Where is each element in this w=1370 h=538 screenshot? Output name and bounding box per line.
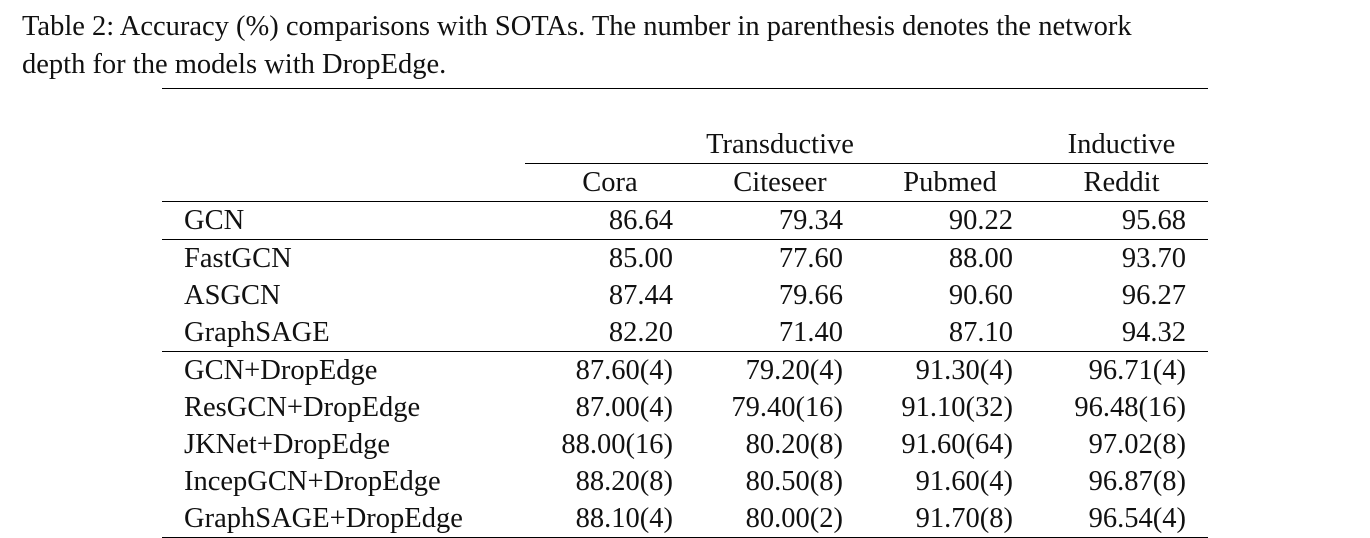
cell-citeseer: 80.50(8) xyxy=(745,466,843,497)
cell-cora: 88.10(4) xyxy=(525,500,695,538)
cell-cora: 87.60(4) xyxy=(525,351,695,389)
cell-citeseer: 79.34 xyxy=(695,201,865,240)
table-row: IncepGCN+DropEdge 88.20(8) 80.50(8) 91.6… xyxy=(162,463,1208,500)
cell-pubmed: 88.00 xyxy=(865,239,1035,277)
cell-cora: 82.20 xyxy=(608,317,673,348)
cell-pubmed: 91.60(4) xyxy=(915,466,1013,497)
model-name: ResGCN+DropEdge xyxy=(184,392,421,423)
group-header-inductive: Inductive xyxy=(1067,129,1176,160)
table-caption: Table 2: Accuracy (%) comparisons with S… xyxy=(22,8,1362,84)
cell-citeseer: 79.66 xyxy=(778,280,843,311)
cell-pubmed: 87.10 xyxy=(948,317,1013,348)
cell-pubmed: 91.60(64) xyxy=(901,429,1013,460)
dataset-header-citeseer: Citeseer xyxy=(695,163,865,202)
table-row: GCN+DropEdge 87.60(4) 79.20(4) 91.30(4) … xyxy=(162,351,1208,389)
model-name: ASGCN xyxy=(184,280,281,311)
dataset-header-pubmed: Pubmed xyxy=(865,163,1035,202)
cell-reddit: 96.54(4) xyxy=(1035,500,1208,538)
cell-pubmed: 90.60 xyxy=(948,280,1013,311)
cell-reddit: 96.87(8) xyxy=(1088,466,1186,497)
cell-pubmed: 90.22 xyxy=(865,201,1035,240)
model-name: IncepGCN+DropEdge xyxy=(184,466,441,497)
dataset-header-blank xyxy=(162,164,525,202)
table-row: JKNet+DropEdge 88.00(16) 80.20(8) 91.60(… xyxy=(162,426,1208,463)
model-name: JKNet+DropEdge xyxy=(184,429,391,460)
table-row: ASGCN 87.44 79.66 90.60 96.27 xyxy=(162,277,1208,314)
cell-reddit: 93.70 xyxy=(1035,239,1208,277)
cell-reddit: 97.02(8) xyxy=(1088,429,1186,460)
dataset-header-cora: Cora xyxy=(525,163,695,202)
cell-cora: 87.00(4) xyxy=(575,392,673,423)
cell-citeseer: 80.20(8) xyxy=(745,429,843,460)
model-name: GraphSAGE xyxy=(184,317,330,348)
group-header-transductive: Transductive xyxy=(706,129,854,160)
table-row: ResGCN+DropEdge 87.00(4) 79.40(16) 91.10… xyxy=(162,389,1208,426)
group-header-row: Transductive Inductive xyxy=(162,126,1208,164)
caption-line-2: depth for the models with DropEdge. xyxy=(22,49,447,80)
cell-citeseer: 79.40(16) xyxy=(731,392,843,423)
cell-cora: 85.00 xyxy=(525,239,695,277)
cell-citeseer: 79.20(4) xyxy=(695,351,865,389)
cell-citeseer: 80.00(2) xyxy=(695,500,865,538)
cell-reddit: 96.71(4) xyxy=(1035,351,1208,389)
model-name: GCN+DropEdge xyxy=(162,351,525,389)
table-body: GCN 86.64 79.34 90.22 95.68 FastGCN 85.0… xyxy=(162,201,1208,538)
caption-line-1: Table 2: Accuracy (%) comparisons with S… xyxy=(22,11,1132,42)
cell-reddit: 95.68 xyxy=(1035,201,1208,240)
header-blank xyxy=(162,126,525,164)
table-row: GraphSAGE 82.20 71.40 87.10 94.32 xyxy=(162,314,1208,352)
results-table: Transductive Inductive Cora Citeseer Pub… xyxy=(162,88,1208,538)
cell-pubmed: 91.30(4) xyxy=(865,351,1035,389)
cell-reddit: 96.27 xyxy=(1121,280,1186,311)
cell-citeseer: 71.40 xyxy=(778,317,843,348)
cell-cora: 86.64 xyxy=(525,201,695,240)
cell-citeseer: 77.60 xyxy=(695,239,865,277)
table-row: GraphSAGE+DropEdge 88.10(4) 80.00(2) 91.… xyxy=(162,500,1208,538)
dataset-header-row: Cora Citeseer Pubmed Reddit xyxy=(162,163,1208,202)
table-row: FastGCN 85.00 77.60 88.00 93.70 xyxy=(162,239,1208,277)
cell-reddit: 96.48(16) xyxy=(1074,392,1186,423)
table-row: GCN 86.64 79.34 90.22 95.68 xyxy=(162,201,1208,240)
model-name: GCN xyxy=(162,201,525,240)
model-name: GraphSAGE+DropEdge xyxy=(162,500,525,538)
cell-cora: 88.00(16) xyxy=(561,429,673,460)
cell-pubmed: 91.70(8) xyxy=(865,500,1035,538)
cell-reddit: 94.32 xyxy=(1121,317,1186,348)
dataset-header-reddit: Reddit xyxy=(1035,163,1208,202)
cell-cora: 87.44 xyxy=(608,280,673,311)
top-rule xyxy=(162,88,1208,126)
cell-cora: 88.20(8) xyxy=(575,466,673,497)
model-name: FastGCN xyxy=(162,239,525,277)
cell-pubmed: 91.10(32) xyxy=(901,392,1013,423)
